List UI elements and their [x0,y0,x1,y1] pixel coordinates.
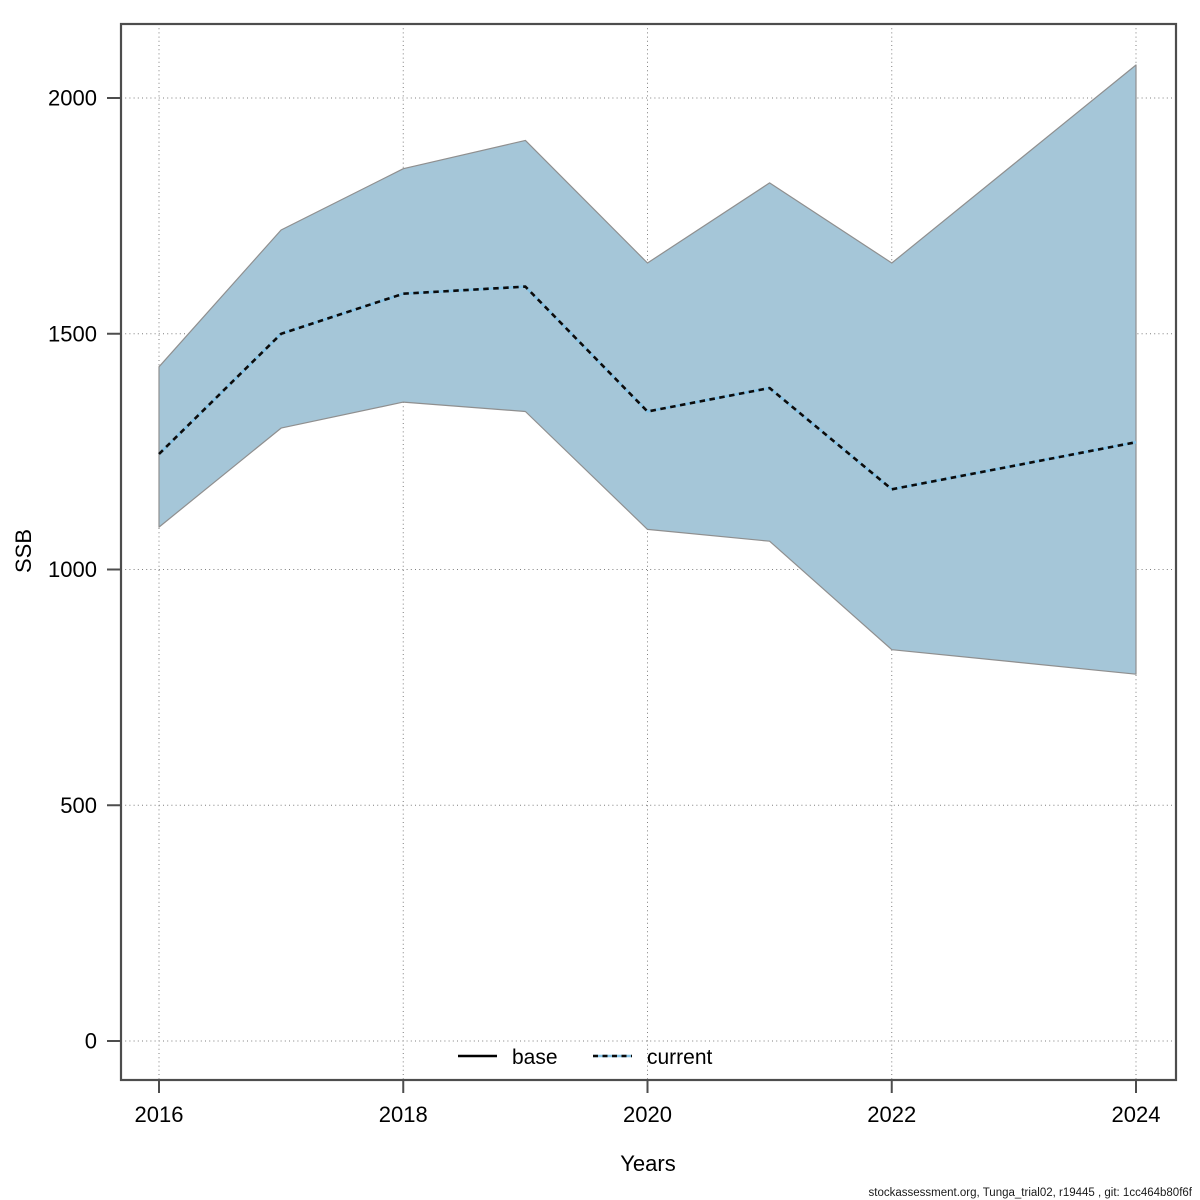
axis-ticks-and-labels: 2016 2018 2020 2022 2024 0 500 1000 1500 2000 [48,86,1160,1128]
x-axis-tick-label: 2022 [867,1102,916,1127]
current-line [158,285,1137,491]
y-axis-tick-label: 500 [60,793,97,818]
x-axis-title: Years [620,1151,675,1176]
y-axis-title: SSB [11,529,36,573]
x-axis-tick-label: 2024 [1112,1102,1161,1127]
y-axis-tick-label: 2000 [48,86,97,111]
y-axis-tick-label: 0 [85,1029,97,1054]
x-axis-tick-label: 2016 [135,1102,184,1127]
y-axis-tick-label: 1500 [48,321,97,346]
x-axis-tick-label: 2020 [623,1102,672,1127]
footer-watermark: stockassessment.org, Tunga_trial02, r194… [869,1187,1193,1199]
y-axis-tick-label: 1000 [48,557,97,582]
confidence-band [158,64,1137,675]
legend-current-label: current [647,1046,713,1069]
x-axis-tick-label: 2018 [379,1102,428,1127]
legend-base-label: base [512,1046,558,1069]
legend: base current [458,1046,713,1069]
